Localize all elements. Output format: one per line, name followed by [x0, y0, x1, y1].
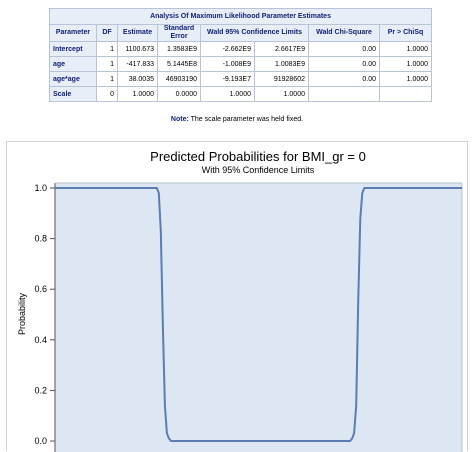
- row-header: age: [49, 56, 97, 72]
- table-caption: Analysis Of Maximum Likelihood Parameter…: [48, 8, 433, 25]
- cell-lower: -9.193E7: [200, 71, 255, 87]
- cell-df: 1: [96, 41, 118, 57]
- table-note: Note: The scale parameter was held fixed…: [0, 116, 474, 123]
- cell-upper: 1.0000: [254, 86, 309, 102]
- cell-p: 1.0000: [378, 41, 433, 57]
- note-label: Note:: [170, 116, 189, 123]
- cell-p: 1.0000: [378, 71, 433, 87]
- y-tick-label: 0.6: [34, 284, 47, 294]
- chart-subtitle: With 95% Confidence Limits: [202, 165, 315, 175]
- cell-p: 1.0000: [378, 56, 433, 72]
- cell-lower: -2.662E9: [200, 41, 255, 57]
- header-standard-error: Standard Error: [157, 24, 201, 42]
- header-estimate: Estimate: [117, 24, 158, 42]
- cell-lower: 1.0000: [200, 86, 255, 102]
- cell-df: 1: [96, 56, 118, 72]
- cell-chisq: 0.00: [308, 41, 380, 57]
- cell-chisq: 0.00: [308, 71, 380, 87]
- header-wald-confidence-limits: Wald 95% Confidence Limits: [200, 24, 309, 42]
- cell-chisq: 0.00: [308, 56, 380, 72]
- cell-upper: 91928602: [254, 71, 309, 87]
- table-body: Intercept 1 1100.673 1.3583E9 -2.662E9 2.6617…: [49, 41, 433, 102]
- row-header: Scale: [49, 86, 97, 102]
- cell-df: 1: [96, 71, 118, 87]
- cell-estimate: 1.0000: [117, 86, 158, 102]
- chart-panel: 0.0 0.2 0.4 0.6 0.8 1.0 Predicted Probabilitie…: [6, 141, 468, 452]
- cell-chisq: [308, 86, 380, 102]
- y-tick-label: 0.0: [34, 436, 47, 446]
- table-row: Intercept 1 1100.673 1.3583E9 -2.662E9 2.6617…: [49, 41, 433, 57]
- header-pr-chisq: Pr > ChiSq: [378, 24, 433, 42]
- cell-estimate: -417.833: [117, 56, 158, 72]
- cell-estimate: 38.0035: [117, 71, 158, 87]
- cell-std-error: 5.1445E8: [157, 56, 201, 72]
- cell-p: [378, 86, 433, 102]
- cell-std-error: 0.0000: [157, 86, 201, 102]
- table-row: age*age 1 38.0035 46903190 -9.193E7 91928602 0…: [49, 71, 433, 87]
- confidence-band: [55, 183, 462, 452]
- y-tick-label: 0.8: [34, 234, 47, 244]
- cell-lower: -1.008E9: [200, 56, 255, 72]
- cell-std-error: 46903190: [157, 71, 201, 87]
- cell-std-error: 1.3583E9: [157, 41, 201, 57]
- y-tick-label: 1.0: [34, 183, 47, 193]
- y-axis-label: Probability: [17, 292, 27, 335]
- row-header: age*age: [49, 71, 97, 87]
- cell-upper: 2.6617E9: [254, 41, 309, 57]
- y-tick-label: 0.2: [34, 385, 47, 395]
- note-text: The scale parameter was held fixed.: [190, 116, 304, 123]
- y-tick-label: 0.4: [34, 335, 47, 345]
- table-row: age 1 -417.833 5.1445E8 -1.008E9 1.0083E9 0.00…: [49, 56, 433, 72]
- header-wald-chi-square: Wald Chi-Square: [308, 24, 380, 42]
- table-row: Scale 0 1.0000 0.0000 1.0000 1.0000: [49, 86, 433, 102]
- row-header: Intercept: [49, 41, 97, 57]
- cell-upper: 1.0083E9: [254, 56, 309, 72]
- parameter-estimates-table: Analysis Of Maximum Likelihood Parameter…: [48, 8, 433, 102]
- chart-title: Predicted Probabilities for BMI_gr = 0: [150, 149, 366, 164]
- series-line: [55, 187, 462, 442]
- predicted-probabilities-chart: 0.0 0.2 0.4 0.6 0.8 1.0 Predicted Probabilitie…: [17, 149, 463, 452]
- header-df: DF: [96, 24, 118, 42]
- cell-df: 0: [96, 86, 118, 102]
- header-parameter: Parameter: [49, 24, 97, 42]
- cell-estimate: 1100.673: [117, 41, 158, 57]
